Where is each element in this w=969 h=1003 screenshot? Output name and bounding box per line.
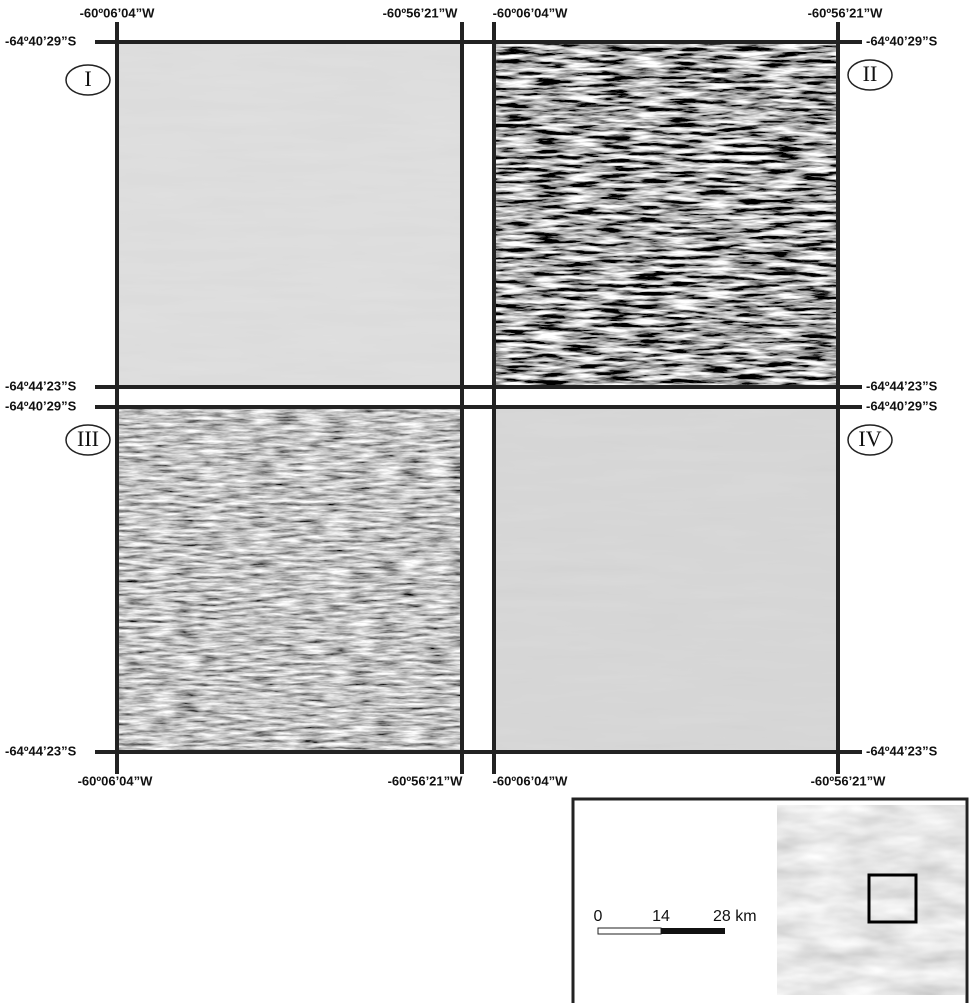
longitude-label: -60º06’04”W	[80, 5, 156, 20]
longitude-label: -60º56’21”W	[383, 5, 459, 20]
panel-image	[117, 407, 462, 752]
latitude-label: -64º40’29”S	[5, 398, 77, 413]
scale-label: 14	[652, 908, 670, 925]
panel-texture	[494, 407, 838, 752]
longitude-label: -60º56’21”W	[808, 5, 884, 20]
latitude-label: -64º40’29”S	[866, 398, 938, 413]
longitude-label: -60º06’04”W	[78, 773, 154, 788]
latitude-label: -64º40’29”S	[5, 33, 77, 48]
scale-label: 0	[594, 908, 603, 925]
latitude-label: -64º44’23”S	[5, 378, 77, 393]
frame-lines	[95, 22, 862, 774]
latitude-label: -64º44’23”S	[5, 743, 77, 758]
panel-image	[494, 42, 838, 387]
longitude-label: -60º06’04”W	[493, 773, 569, 788]
label-ovals	[65, 59, 893, 456]
panel-label: II	[863, 61, 878, 86]
latitude-label: -64º44’23”S	[866, 743, 938, 758]
longitude-label: -60º56’21”W	[811, 773, 887, 788]
locator-map	[777, 805, 965, 995]
scale-bar-white	[597, 927, 662, 935]
scale-label: 28 km	[713, 908, 757, 925]
locator-box	[867, 873, 918, 924]
longitude-label: -60º56’21”W	[388, 773, 464, 788]
panel-label: IV	[858, 426, 881, 451]
panel-label: I	[84, 66, 91, 91]
longitude-label: -60º06’04”W	[493, 5, 569, 20]
panel-label: III	[77, 426, 99, 451]
latitude-label: -64º44’23”S	[866, 378, 938, 393]
scale-bar-black	[661, 928, 725, 934]
latitude-label: -64º40’29”S	[866, 33, 938, 48]
panel-texture	[117, 42, 462, 387]
